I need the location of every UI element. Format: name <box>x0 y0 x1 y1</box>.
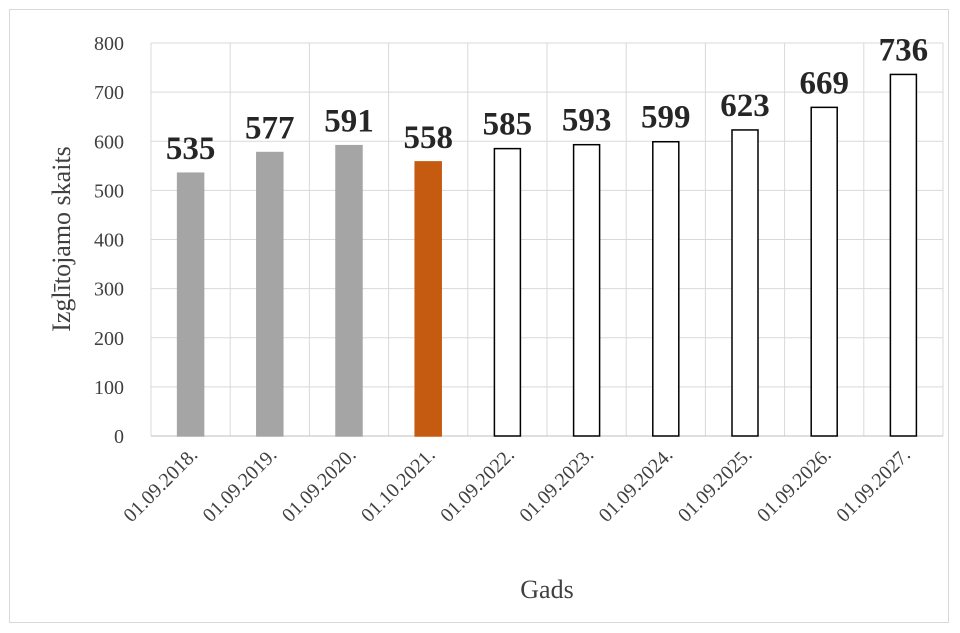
bar <box>176 172 205 437</box>
data-label: 669 <box>799 65 849 101</box>
data-label: 736 <box>879 32 929 68</box>
data-label: 591 <box>324 104 374 140</box>
bar <box>414 161 442 437</box>
y-tick-label: 300 <box>94 279 124 301</box>
y-tick-label: 0 <box>114 426 124 448</box>
x-tick-label: 01.09.2026. <box>753 444 836 527</box>
bar <box>731 129 759 437</box>
y-tick-label: 700 <box>94 82 124 104</box>
y-tick-label: 100 <box>94 377 124 399</box>
bars <box>176 73 918 437</box>
chart-frame <box>9 9 949 623</box>
x-tick-label: 01.09.2022. <box>436 444 519 527</box>
data-label: 585 <box>483 107 533 143</box>
bar <box>652 140 680 437</box>
data-label: 623 <box>720 88 770 124</box>
x-tick-labels: 01.09.2018.01.09.2019.01.09.2020.01.10.2… <box>119 444 915 527</box>
x-tick-label: 01.09.2024. <box>595 444 678 527</box>
y-tick-labels: 0 100 200 300 400 500 600 700 800 <box>94 33 124 448</box>
data-label: 593 <box>562 103 612 139</box>
x-tick-label: 01.09.2020. <box>278 444 361 527</box>
y-tick-label: 600 <box>94 131 124 153</box>
y-tick-label: 200 <box>94 328 124 350</box>
bar <box>335 144 363 437</box>
bar <box>256 151 284 437</box>
x-tick-label: 01.09.2027. <box>832 444 915 527</box>
x-tick-label: 01.09.2023. <box>515 444 598 527</box>
bar <box>493 147 522 437</box>
x-tick-label: 01.09.2018. <box>119 444 202 527</box>
data-label: 577 <box>245 111 295 147</box>
x-axis-title: Gads <box>520 575 573 604</box>
x-tick-label: 01.09.2025. <box>674 444 757 527</box>
bar <box>810 106 838 437</box>
x-tick-label: 01.10.2021. <box>357 444 440 527</box>
y-tick-label: 500 <box>94 180 124 202</box>
y-tick-label: 800 <box>94 33 124 55</box>
data-label: 535 <box>166 131 216 167</box>
bar <box>889 73 918 437</box>
bar <box>572 143 601 437</box>
data-label: 599 <box>641 100 691 136</box>
y-tick-label: 400 <box>94 230 124 252</box>
y-axis-title: Izglītojamo skaits <box>47 146 76 332</box>
data-label: 558 <box>403 120 453 156</box>
x-tick-label: 01.09.2019. <box>199 444 282 527</box>
data-labels: 535 577 591 558 585 593 599 623 669 736 <box>166 32 928 167</box>
